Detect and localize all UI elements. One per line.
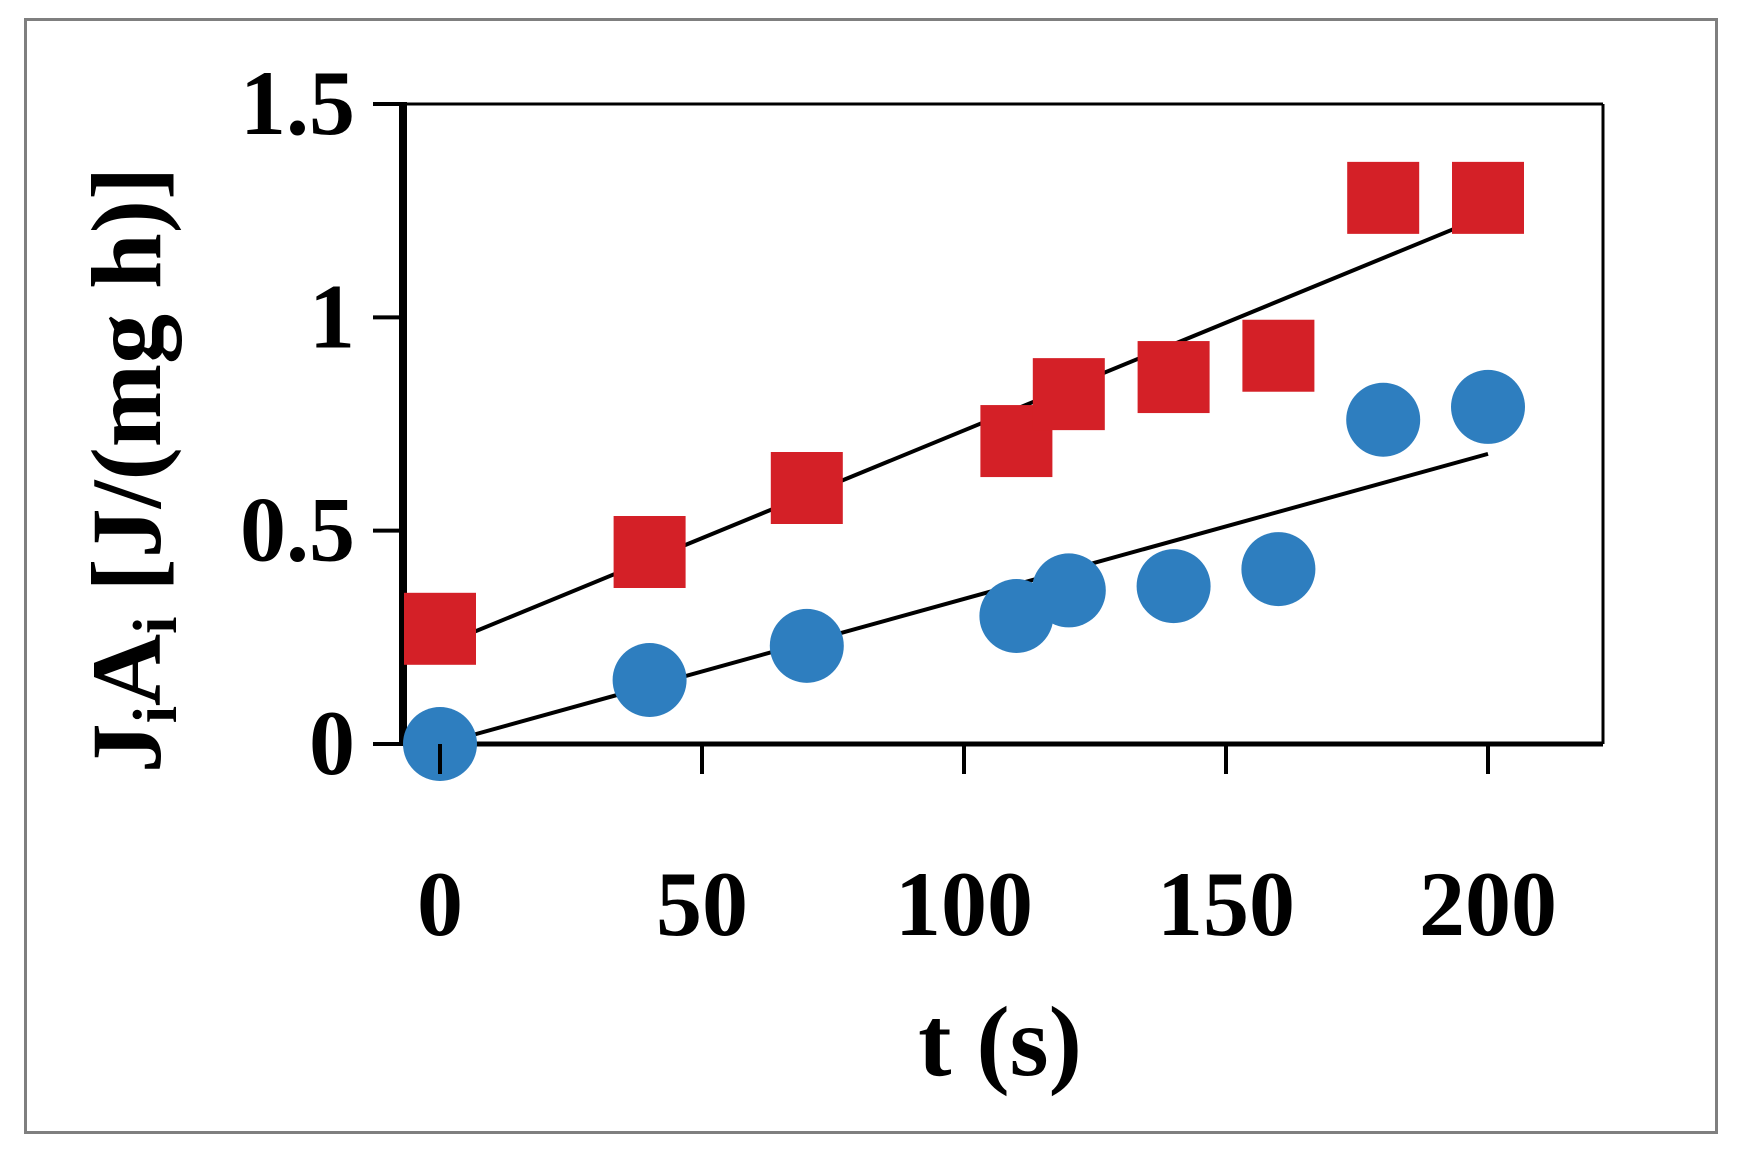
axis-ticks: 0 0.5 1 1.5 0 50 100 150 200	[240, 52, 1557, 955]
x-tick-label: 50	[656, 853, 748, 955]
y-axis-label-subscript: i	[122, 706, 190, 723]
data-point-square	[1137, 341, 1210, 414]
trendlines	[439, 213, 1489, 746]
y-tick-label: 0.5	[240, 479, 355, 581]
plot-area	[399, 102, 1605, 747]
x-tick-label: 200	[1419, 853, 1557, 955]
data-point-square	[770, 452, 843, 524]
y-tick-label: 1.5	[240, 52, 355, 154]
data-point-square	[404, 592, 476, 665]
y-axis-label-part: J	[71, 723, 182, 773]
y-axis-label-part: [J/(mg h)]	[71, 167, 182, 617]
data-point-square	[1452, 161, 1524, 234]
trendline-2	[439, 451, 1489, 746]
y-tick-label: 0	[309, 692, 355, 794]
data-point-square	[1347, 161, 1420, 234]
data-point-square	[1242, 319, 1315, 392]
chart-frame	[24, 18, 1718, 1134]
y-axis-label: JiAi [J/(mg h)]	[71, 167, 190, 774]
data-point-circle	[1241, 532, 1316, 607]
data-point-circle	[1136, 549, 1211, 624]
data-point-square	[1032, 358, 1105, 431]
x-tick-label: 150	[1157, 853, 1295, 955]
trendline-1	[439, 213, 1489, 648]
data-point-circle	[612, 643, 687, 717]
y-axis-label-subscript: i	[122, 617, 190, 634]
data-markers	[403, 161, 1525, 781]
data-point-square	[613, 516, 686, 588]
x-tick-label: 100	[895, 853, 1033, 955]
data-point-circle	[769, 608, 844, 683]
x-tick-label: 0	[417, 853, 463, 955]
data-point-circle	[1346, 382, 1421, 457]
y-axis-label-part: A	[71, 634, 182, 706]
x-axis-label: t (s)	[918, 986, 1082, 1097]
data-point-circle	[1451, 369, 1525, 444]
data-point-circle	[1031, 553, 1106, 628]
y-tick-label: 1	[309, 265, 355, 367]
